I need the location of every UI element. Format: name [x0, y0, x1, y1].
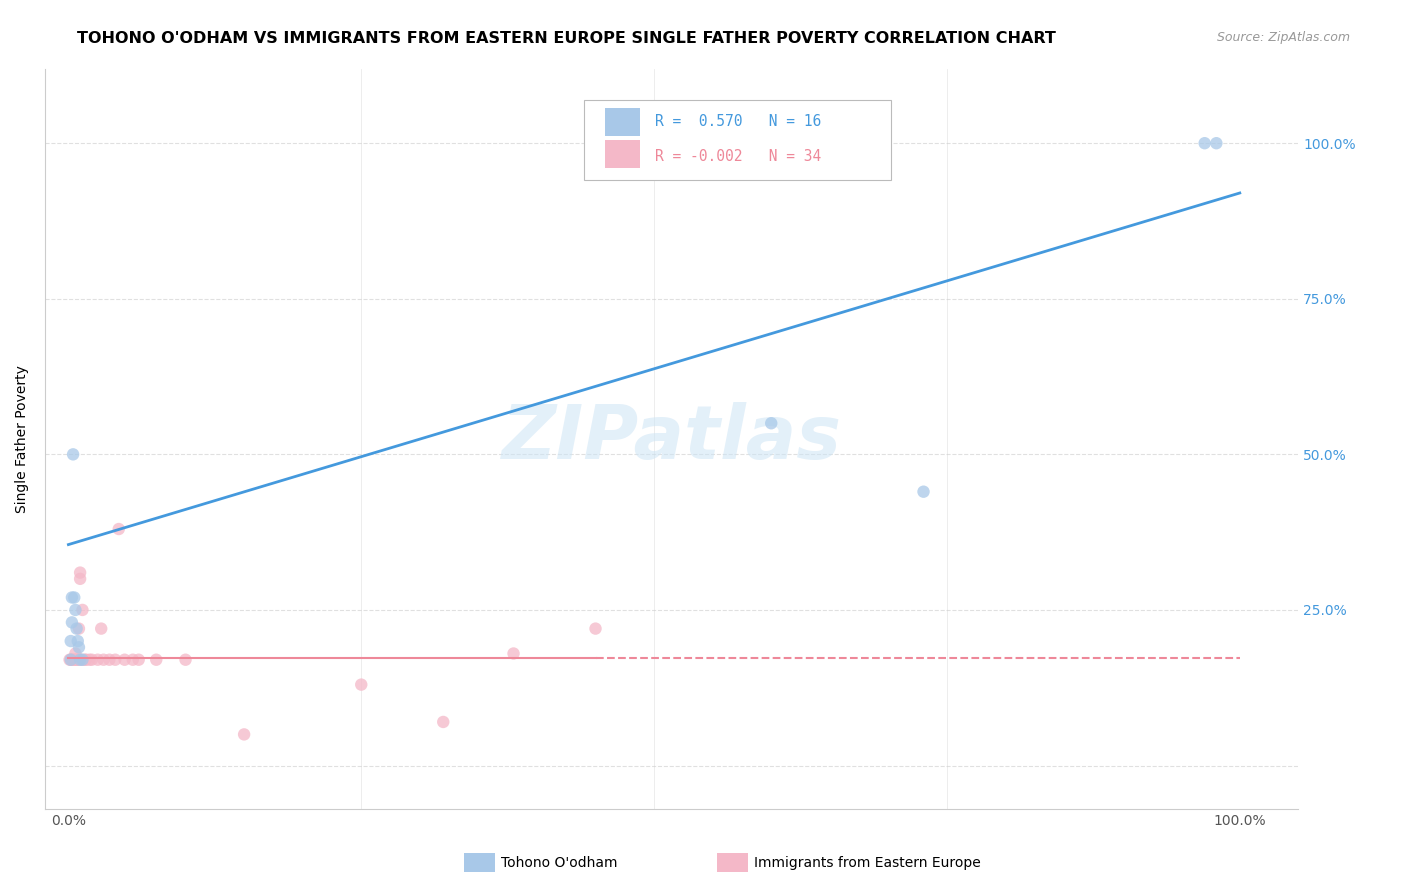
Point — [60, 653, 83, 667]
Text: Tohono O'odham: Tohono O'odham — [501, 855, 617, 870]
Point — [761, 416, 783, 430]
Text: R =  0.570   N = 16: R = 0.570 N = 16 — [655, 114, 821, 129]
Point — [79, 653, 101, 667]
Point — [69, 566, 91, 580]
Point — [93, 653, 115, 667]
Point — [66, 653, 89, 667]
Point — [59, 653, 82, 667]
FancyBboxPatch shape — [605, 108, 640, 136]
Point — [58, 653, 80, 667]
Point — [63, 653, 86, 667]
Point — [90, 622, 112, 636]
Point — [75, 653, 97, 667]
Point — [66, 634, 89, 648]
Point — [65, 653, 87, 667]
Point — [59, 634, 82, 648]
Point — [233, 727, 256, 741]
Point — [502, 647, 524, 661]
Point — [69, 653, 91, 667]
Point — [70, 653, 93, 667]
Point — [128, 653, 150, 667]
Point — [69, 572, 91, 586]
Text: ZIPatlas: ZIPatlas — [502, 402, 842, 475]
FancyBboxPatch shape — [583, 100, 891, 179]
Point — [1205, 136, 1227, 151]
Point — [67, 622, 90, 636]
Point — [63, 591, 86, 605]
Text: Source: ZipAtlas.com: Source: ZipAtlas.com — [1216, 31, 1350, 45]
Point — [107, 522, 129, 536]
Point — [62, 447, 84, 461]
Point — [60, 615, 83, 630]
Text: TOHONO O'ODHAM VS IMMIGRANTS FROM EASTERN EUROPE SINGLE FATHER POVERTY CORRELATI: TOHONO O'ODHAM VS IMMIGRANTS FROM EASTER… — [77, 31, 1056, 46]
Point — [80, 653, 103, 667]
Point — [60, 591, 83, 605]
Point — [65, 653, 87, 667]
Point — [72, 603, 94, 617]
Text: R = -0.002   N = 34: R = -0.002 N = 34 — [655, 149, 821, 164]
Point — [1194, 136, 1216, 151]
Point — [72, 653, 94, 667]
Point — [62, 653, 84, 667]
Text: Immigrants from Eastern Europe: Immigrants from Eastern Europe — [754, 855, 980, 870]
Point — [67, 640, 90, 655]
Point — [432, 714, 454, 729]
Point — [65, 647, 87, 661]
Point — [145, 653, 167, 667]
Point — [585, 622, 607, 636]
Point — [59, 653, 82, 667]
Point — [86, 653, 108, 667]
Y-axis label: Single Father Poverty: Single Father Poverty — [15, 365, 30, 513]
Point — [65, 622, 87, 636]
Point — [73, 653, 96, 667]
Point — [65, 603, 87, 617]
Point — [121, 653, 143, 667]
Point — [114, 653, 136, 667]
Point — [350, 678, 373, 692]
Point — [98, 653, 121, 667]
Point — [912, 484, 935, 499]
FancyBboxPatch shape — [605, 140, 640, 169]
Point — [174, 653, 197, 667]
Point — [104, 653, 127, 667]
